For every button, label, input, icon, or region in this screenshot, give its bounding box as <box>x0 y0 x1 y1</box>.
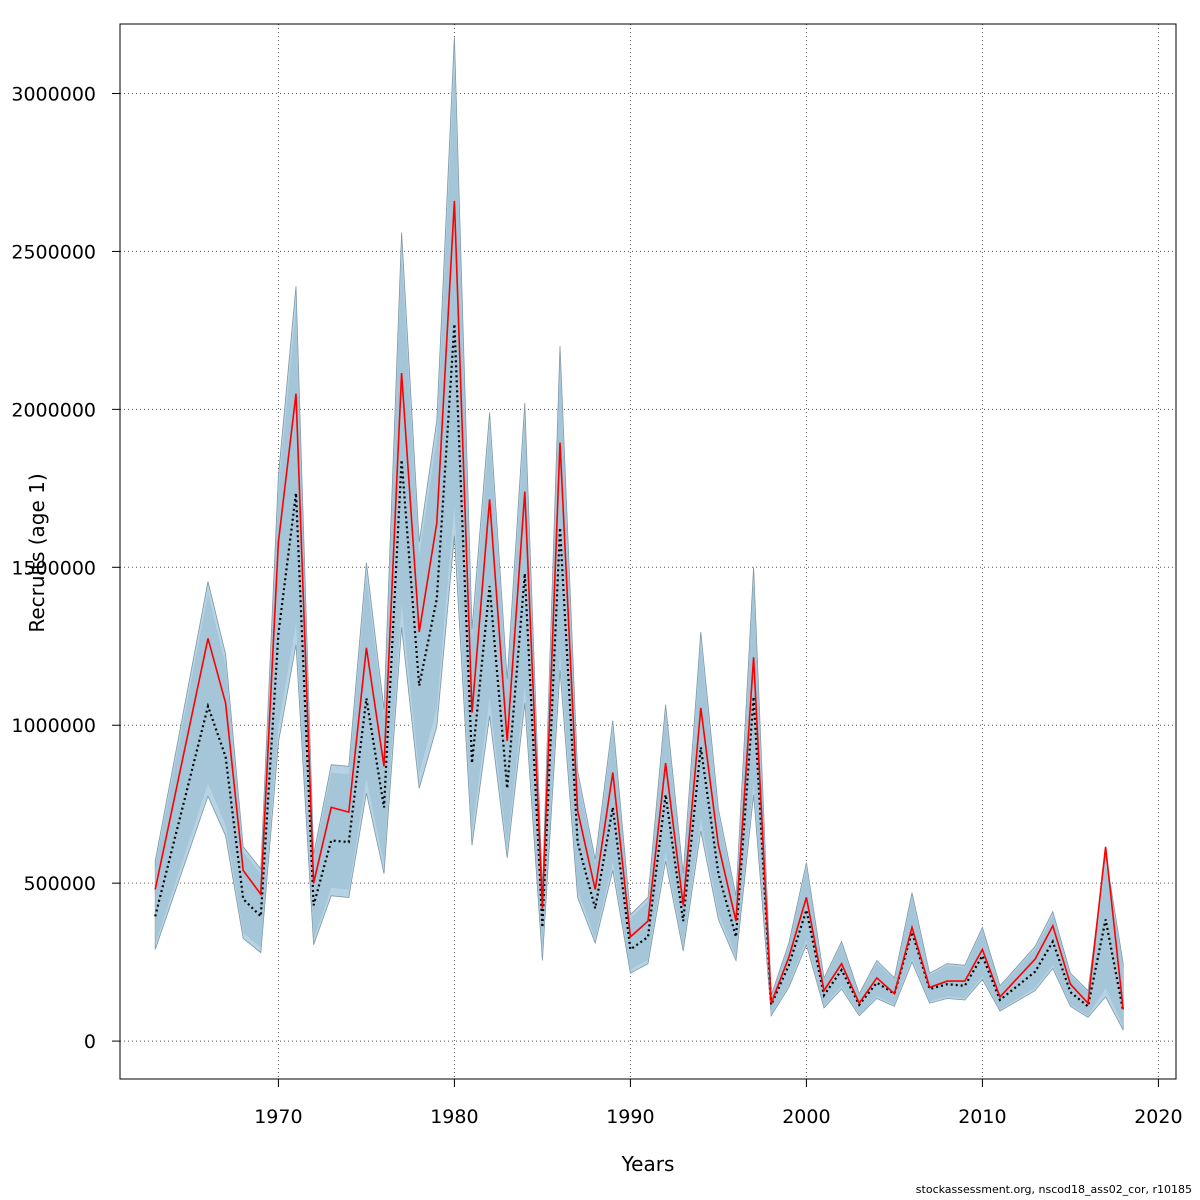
x-tick-label: 2020 <box>1134 1106 1182 1128</box>
y-tick-label: 2500000 <box>11 241 96 263</box>
y-tick-label: 1500000 <box>11 557 96 579</box>
y-tick-label: 1000000 <box>11 715 96 737</box>
series-line-solid <box>154 200 1124 1010</box>
x-axis: 1970 1980 1990 2000 2010 2020 <box>254 1079 1183 1128</box>
y-axis: 0 500000 1000000 1500000 2000000 2500000 30000… <box>11 83 120 1053</box>
confidence-band-inner <box>155 66 1124 1027</box>
footer-credit: stockassessment.org, nscod18_ass02_cor, … <box>915 1183 1192 1196</box>
x-tick-label: 1970 <box>254 1106 302 1128</box>
x-tick-label: 2000 <box>782 1106 830 1128</box>
plot-frame <box>119 23 1177 1080</box>
x-axis-title: Years <box>621 1152 675 1176</box>
confidence-band <box>154 36 1124 1031</box>
x-tick-label: 2010 <box>958 1106 1006 1128</box>
y-tick-label: 500000 <box>23 873 96 895</box>
x-tick-label: 1980 <box>430 1106 478 1128</box>
x-tick-label: 1990 <box>606 1106 654 1128</box>
y-tick-label: 3000000 <box>11 83 96 105</box>
y-axis-title: Recruits (age 1) <box>25 473 49 632</box>
series-lines <box>154 200 1125 1012</box>
y-tick-label: 2000000 <box>11 399 96 421</box>
y-tick-label: 0 <box>84 1031 96 1053</box>
